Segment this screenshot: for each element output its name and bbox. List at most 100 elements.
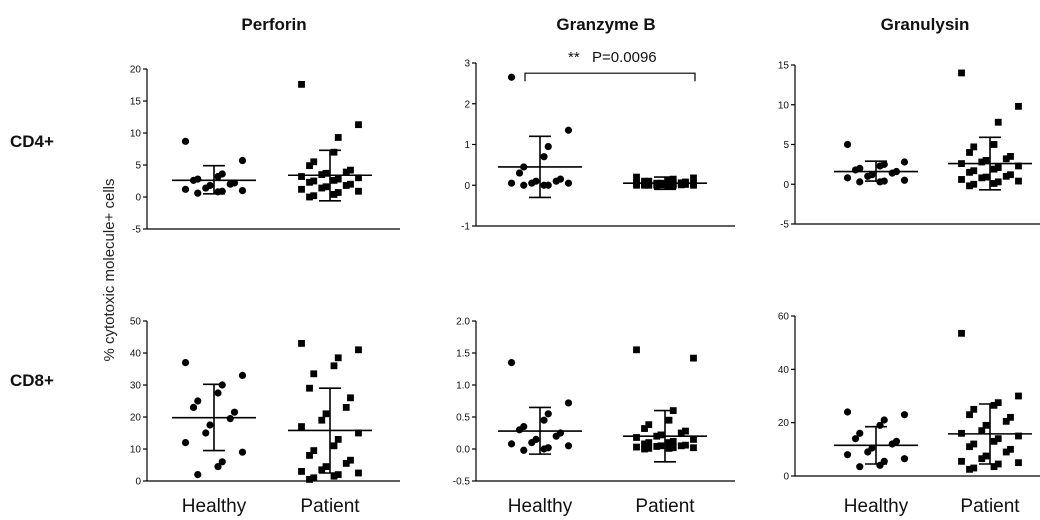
data-point-healthy <box>507 179 516 187</box>
data-point-patient <box>641 181 648 189</box>
y-axis-label: % cytotoxic molecule+ cells <box>101 179 118 362</box>
data-point-healthy <box>564 442 573 450</box>
data-point-healthy <box>181 439 190 447</box>
data-point-patient <box>994 118 1002 126</box>
data-point-patient <box>641 425 648 432</box>
data-point-healthy <box>564 399 573 407</box>
data-point-patient <box>1002 172 1010 180</box>
data-point-patient <box>322 183 330 191</box>
data-point-healthy <box>856 463 864 471</box>
data-point-patient <box>306 193 313 201</box>
data-point-patient <box>342 182 350 189</box>
data-point-patient <box>690 436 697 443</box>
data-point-patient <box>677 181 685 189</box>
data-point-patient <box>669 437 677 445</box>
y-tick-label: -5 <box>780 220 789 231</box>
data-point-patient <box>958 329 965 337</box>
data-point-healthy <box>181 137 190 145</box>
data-point-healthy <box>540 416 548 424</box>
data-point-healthy <box>532 177 540 185</box>
data-point-healthy <box>880 416 888 424</box>
data-point-patient <box>330 176 338 184</box>
data-point-patient <box>318 416 326 424</box>
panel-cd8-granulysin: 0 20 40 60 Healthy Patient <box>778 312 1040 517</box>
y-tick-label: 0 <box>135 193 141 204</box>
data-point-patient <box>970 143 978 151</box>
data-point-patient <box>682 427 689 435</box>
y-tick-label: 5 <box>135 161 141 172</box>
data-point-patient <box>298 340 305 347</box>
data-point-healthy <box>214 389 222 397</box>
y-tick-label: 15 <box>778 61 790 72</box>
data-point-patient <box>994 435 1002 443</box>
data-point-healthy <box>843 174 852 182</box>
data-point-patient <box>990 180 998 187</box>
data-point-healthy <box>552 177 560 185</box>
data-point-patient <box>355 187 362 195</box>
column-title-perforin: Perforin <box>241 15 306 34</box>
data-point-healthy <box>544 410 552 418</box>
data-point-patient <box>982 421 990 429</box>
data-point-patient <box>665 444 673 452</box>
data-point-patient <box>342 168 350 176</box>
data-point-patient <box>347 456 354 464</box>
y-tick-label: 0 <box>783 180 789 191</box>
y-tick-label: 40 <box>130 349 142 360</box>
data-point-patient <box>330 362 338 370</box>
data-point-healthy <box>520 446 528 454</box>
data-point-healthy <box>515 169 524 177</box>
column-title-granulysin: Granulysin <box>881 15 970 34</box>
data-point-healthy <box>864 172 872 180</box>
data-point-patient <box>978 427 986 435</box>
data-point-healthy <box>507 73 516 81</box>
data-point-healthy <box>202 184 210 192</box>
p-value-label: P=0.0096 <box>592 49 657 66</box>
data-point-patient <box>966 443 973 451</box>
data-point-patient <box>633 443 640 451</box>
y-tick-label: 1.0 <box>456 381 470 392</box>
data-point-healthy <box>515 426 524 434</box>
data-point-healthy <box>851 435 860 443</box>
data-point-patient <box>677 442 685 450</box>
data-point-patient <box>966 149 973 156</box>
data-point-patient <box>342 460 350 467</box>
significance-bracket <box>524 72 696 82</box>
y-tick-label: 5 <box>783 140 789 151</box>
y-tick-label: -1 <box>461 222 470 233</box>
data-point-patient <box>970 405 978 413</box>
data-point-patient <box>990 165 998 173</box>
data-point-patient <box>677 429 685 437</box>
data-point-patient <box>318 184 326 192</box>
data-point-patient <box>310 192 318 200</box>
data-point-patient <box>334 354 342 362</box>
data-point-patient <box>1002 155 1010 163</box>
panels: -5 0 5 10 15 20 -1 0 1 2 3 ** P=0.0096 -5 0 5 10 15 0 10 20 3… <box>130 49 1040 517</box>
data-point-patient <box>1015 392 1022 400</box>
data-point-healthy <box>507 440 516 448</box>
data-point-patient <box>306 178 313 186</box>
y-tick-label: -5 <box>132 225 141 236</box>
data-point-healthy <box>181 185 190 193</box>
data-point-patient <box>1015 432 1022 440</box>
data-point-patient <box>1002 448 1010 456</box>
data-point-patient <box>322 169 330 177</box>
data-point-patient <box>355 469 362 477</box>
panel-cd4-granzyme-b: -1 0 1 2 3 ** P=0.0096 <box>461 49 735 233</box>
data-point-patient <box>306 476 313 483</box>
significance-stars: ** <box>568 49 580 66</box>
data-point-healthy <box>202 429 210 437</box>
category-label-healthy: Healthy <box>182 496 247 517</box>
data-point-healthy <box>214 463 222 471</box>
data-point-healthy <box>540 153 548 161</box>
data-point-healthy <box>189 403 198 411</box>
data-point-patient <box>982 173 990 181</box>
y-tick-label: -0.5 <box>453 477 471 488</box>
y-tick-label: 40 <box>778 365 790 376</box>
data-point-patient <box>690 174 697 182</box>
data-point-patient <box>330 472 338 480</box>
y-tick-label: 30 <box>130 381 142 392</box>
data-point-patient <box>355 346 362 354</box>
data-point-patient <box>669 444 677 452</box>
y-tick-label: 0 <box>135 477 141 488</box>
